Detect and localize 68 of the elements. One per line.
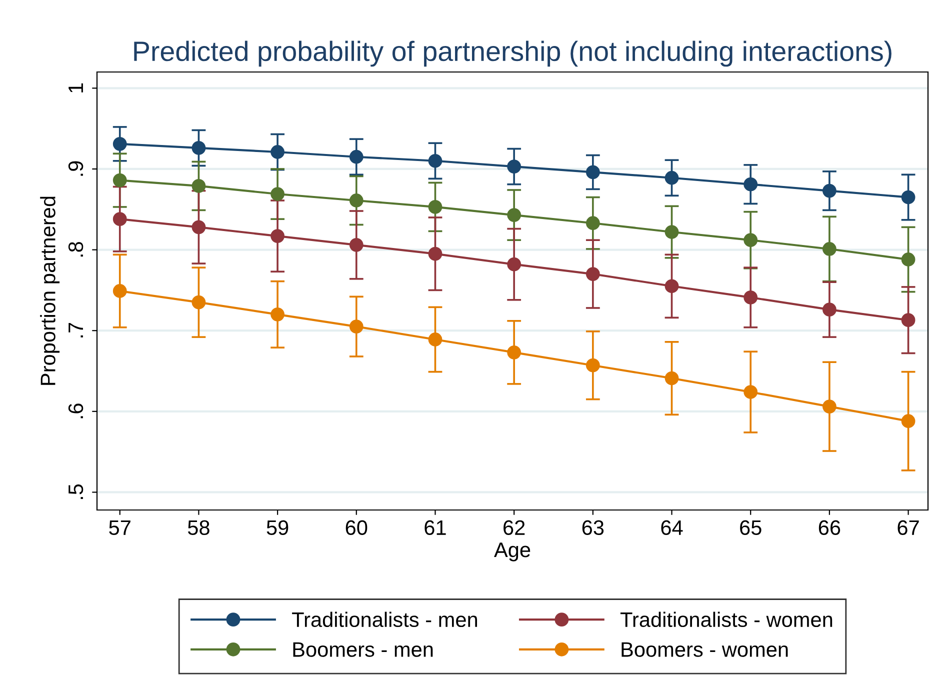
x-tick-label: 62 (504, 520, 525, 536)
point (192, 220, 206, 234)
point (901, 414, 916, 428)
point (664, 371, 679, 386)
y-tick-label: .5 (68, 484, 84, 500)
point (586, 267, 600, 281)
point (586, 358, 600, 372)
point (664, 279, 679, 294)
point (822, 302, 836, 317)
point (112, 136, 127, 151)
point (507, 345, 522, 360)
point (744, 233, 758, 248)
point (112, 173, 127, 188)
point (901, 252, 916, 266)
legend-label: Traditionalists - women (620, 612, 832, 628)
point (112, 284, 127, 298)
point (428, 200, 442, 214)
point (507, 257, 522, 272)
point (507, 208, 522, 222)
x-tick-label: 64 (661, 520, 683, 536)
point (822, 400, 836, 414)
point (664, 170, 679, 185)
point (586, 165, 600, 180)
y-tick-label: .8 (68, 242, 84, 257)
point (901, 313, 916, 328)
legend-label: Boomers - women (622, 642, 788, 657)
point (349, 320, 364, 334)
y-tick-label: .7 (68, 322, 83, 338)
point (586, 216, 600, 230)
point (507, 160, 522, 174)
point (270, 187, 284, 201)
chart-title: Predicted probability of partnership (not including interactions) (134, 40, 892, 67)
x-tick-label: 61 (424, 520, 446, 536)
point (744, 385, 758, 399)
x-tick-label: 67 (898, 520, 919, 536)
x-tick-label: 59 (266, 520, 288, 536)
y-tick-label: 1 (68, 83, 83, 92)
point (349, 150, 364, 164)
point (744, 290, 758, 304)
point (901, 190, 916, 204)
point (270, 307, 284, 322)
point (192, 141, 206, 155)
point (664, 225, 679, 239)
y-axis-title: Proportion partnered (40, 196, 60, 385)
point (112, 212, 127, 226)
x-axis-title: Age (494, 542, 530, 562)
x-tick-label: 63 (582, 520, 604, 536)
x-tick-label: 58 (188, 520, 210, 536)
point (428, 332, 442, 346)
point (349, 238, 364, 252)
legend-label: Boomers - men (293, 642, 433, 657)
point (192, 179, 206, 193)
legend-label: Traditionalists - men (292, 612, 478, 628)
point (349, 194, 364, 208)
y-tick-label: .6 (68, 404, 84, 418)
point (192, 295, 206, 310)
point (744, 177, 758, 192)
point (428, 154, 442, 168)
x-tick-label: 57 (109, 520, 130, 536)
y-tick-label: .9 (68, 161, 84, 176)
point (270, 229, 284, 243)
point (270, 145, 284, 159)
point (822, 242, 836, 256)
x-tick-label: 60 (346, 520, 368, 536)
point (428, 246, 442, 261)
x-tick-label: 65 (740, 520, 762, 536)
point (822, 184, 836, 198)
x-tick-label: 66 (818, 520, 840, 536)
